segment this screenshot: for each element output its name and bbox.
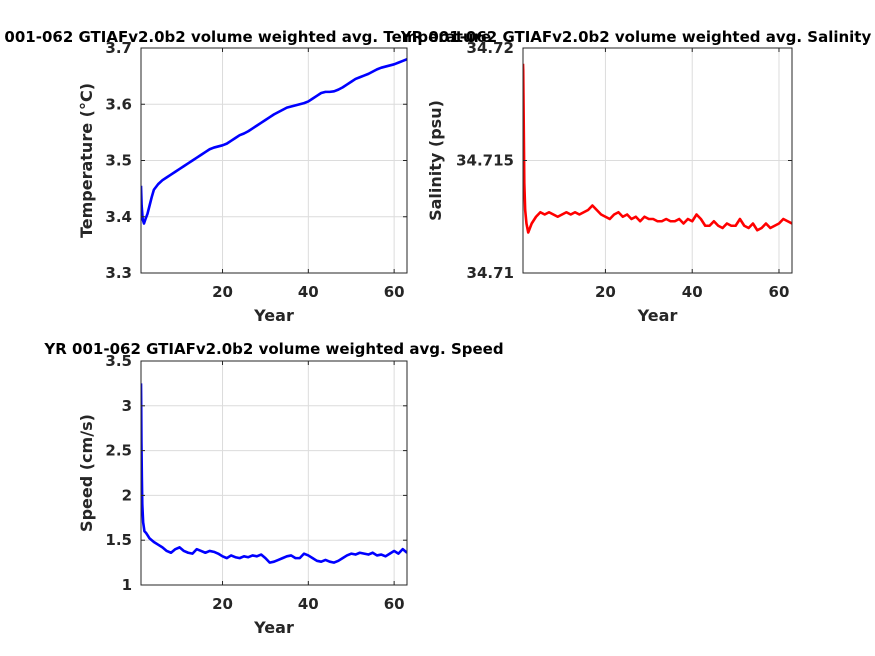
x-tick-label: 60 — [769, 283, 790, 301]
x-tick-label: 20 — [212, 595, 233, 613]
chart-title: YR 001-062 GTIAFv2.0b2 volume weighted a… — [400, 28, 872, 46]
chart-title: YR 001-062 GTIAFv2.0b2 volume weighted a… — [0, 28, 491, 46]
y-tick-label: 34.715 — [456, 152, 514, 170]
series-line-1 — [523, 63, 792, 234]
y-tick-label: 1.5 — [105, 531, 132, 549]
series-line-1 — [141, 58, 407, 225]
series-line-1 — [141, 383, 407, 564]
chart-panel-3: 20 40 60 1 1.5 2 2.5 3 3.5 Year Speed (cm/s) — [77, 352, 408, 637]
y-tick-label: 2 — [122, 486, 132, 504]
x-axis-label: Year — [253, 618, 294, 637]
x-tick-label: 20 — [595, 283, 616, 301]
x-tick-label: 40 — [298, 283, 319, 301]
x-tick-label: 40 — [682, 283, 703, 301]
x-tick-label: 20 — [212, 283, 233, 301]
x-tick-label: 60 — [384, 283, 405, 301]
x-axis-label: Year — [637, 306, 678, 325]
axes-frame — [140, 360, 408, 586]
y-tick-label: 3.3 — [105, 264, 132, 282]
y-axis-label: Speed (cm/s) — [77, 414, 96, 532]
chart-panel-1: 20 40 60 3.3 3.4 3.5 3.6 3.7 Year Temperature (°C… — [77, 39, 408, 325]
y-axis-label: Salinity (psu) — [426, 100, 445, 221]
y-tick-label: 3.4 — [105, 208, 132, 226]
chart-panel-2: 20 40 60 34.71 34.715 34.72 Year Salinity (psu) — [426, 39, 793, 325]
y-axis-label: Temperature (°C) — [77, 83, 96, 238]
x-axis-label: Year — [253, 306, 294, 325]
y-tick-label: 34.72 — [467, 39, 514, 57]
x-tick-label: 40 — [298, 595, 319, 613]
y-tick-label: 3 — [122, 397, 132, 415]
x-tick-label: 60 — [384, 595, 405, 613]
plot-area — [141, 361, 407, 585]
y-tick-label: 34.71 — [467, 264, 514, 282]
y-tick-label: 2.5 — [105, 442, 132, 460]
y-tick-label: 3.5 — [105, 152, 132, 170]
y-tick-label: 3.5 — [105, 352, 132, 370]
y-tick-label: 3.6 — [105, 95, 132, 113]
y-tick-label: 3.7 — [105, 39, 132, 57]
chart-title: YR 001-062 GTIAFv2.0b2 volume weighted a… — [43, 340, 503, 358]
y-tick-label: 1 — [122, 576, 132, 594]
